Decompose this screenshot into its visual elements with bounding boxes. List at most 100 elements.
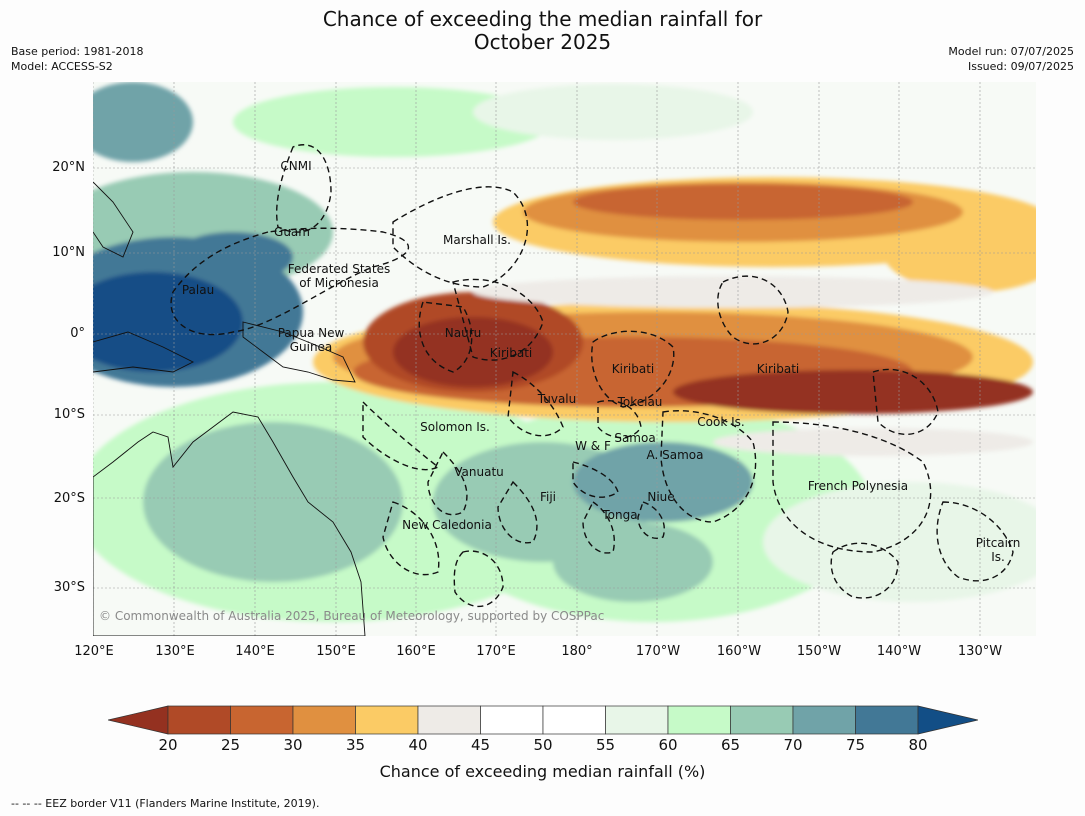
label-palau: Palau [181,283,215,297]
colorbar-tick-label: 40 [408,736,428,754]
label-fsm: Federated States of Micronesia [288,262,390,290]
lon-label-170e: 170°E [476,644,516,659]
colorbar-bin [605,705,669,735]
colorbar-tick-label: 65 [720,736,741,754]
lon-label-140e: 140°E [235,644,275,659]
eez-kiribati-east [717,275,789,345]
label-cnmi: CNMI [280,159,312,173]
meta-right: Model run: 07/07/2025 Issued: 09/07/2025 [948,44,1074,74]
field-patch [473,276,993,308]
colorbar-tick-label: 25 [220,736,241,754]
label-kiribati-central: Kiribati [611,362,655,376]
eez-pitcairn [936,501,1014,582]
copyright-notice: © Commonwealth of Australia 2025, Bureau… [99,609,605,623]
field-patch [393,317,553,387]
lat-label-20n: 20°N [52,160,85,175]
eez-marshall [392,186,529,288]
lon-label-140w: 140°W [876,644,922,659]
label-marshall: Marshall Is. [443,233,511,247]
label-french-polynesia: French Polynesia [807,479,909,493]
label-pitcairn-line1: Pitcairn [975,536,1021,550]
eez-french-polynesia [772,421,932,553]
label-nauru: Nauru [444,326,482,340]
colorbar-tick-label: 70 [783,736,803,754]
colorbar-bin [230,705,294,735]
lon-label-170w: 170°W [635,644,681,659]
field-patch [173,232,293,282]
eez-line-islands [872,368,939,436]
colorbar-bin [417,705,481,735]
colorbar-bin [542,705,606,735]
colorbar-extend-high [917,705,978,735]
colorbar-bin [792,705,856,735]
label-vanuatu: Vanuatu [454,465,504,479]
lon-label-130w: 130°W [957,644,1003,659]
new-guinea-coastline [242,321,356,383]
title-line-1: Chance of exceeding the median rainfall … [322,7,763,31]
eez-norfolk [453,550,504,608]
label-kiribati-west: Kiribati [489,346,533,360]
model-name: Model: ACCESS-S2 [11,60,113,73]
colorbar-bin [167,705,231,735]
label-pitcairn: Pitcairn Is. [976,536,1021,564]
field-patch [883,212,1036,292]
meta-left: Base period: 1981-2018 Model: ACCESS-S2 [11,44,143,74]
field-patch [713,428,1033,456]
label-png-line2: Guinea [289,340,333,354]
lon-label-160w: 160°W [716,644,762,659]
eez-cook [660,410,757,523]
eez-borders [170,144,1014,608]
field-patch [573,442,753,522]
colorbar-tick-label: 20 [158,736,178,754]
colorbar-tick-label: 75 [845,736,866,754]
lat-label-10n: 10°N [52,245,85,260]
label-fsm-line2: of Micronesia [299,276,379,290]
graticule [93,82,1036,636]
colorbar-tick-label: 60 [658,736,678,754]
label-fsm-line1: Federated States [287,262,391,276]
field-patch [93,272,243,372]
label-samoa: Samoa [614,431,656,445]
lon-label-180: 180° [561,644,593,659]
label-new-caledonia: New Caledonia [402,518,492,532]
eez-cnmi [275,144,332,233]
colorbar-tick-label: 45 [470,736,491,754]
lat-label-10s: 10°S [53,407,85,422]
philippines-coastline [93,181,134,258]
lon-label-160e: 160°E [396,644,436,659]
field-patch [573,184,913,220]
eez-kiribati-central [591,330,675,408]
eez-kiribati-west [452,278,544,361]
map-title: Chance of exceeding the median rainfall … [0,8,1085,54]
probability-field [93,82,1036,622]
field-patch [473,84,753,140]
colorbar-bin [730,705,794,735]
colorbar-bin [480,705,544,735]
eez-new-caledonia [382,501,440,576]
label-cook: Cook Is. [697,415,745,429]
eez-ducie [830,542,899,599]
label-tuvalu: Tuvalu [537,392,577,406]
indonesia-coastline [93,331,195,373]
label-png: Papua New Guinea [278,326,345,354]
lat-label-20s: 20°S [53,491,85,506]
label-png-line1: Papua New [277,326,345,340]
lat-label-30s: 30°S [53,580,85,595]
title-line-2: October 2025 [473,30,612,54]
colorbar-tick-label: 35 [345,736,366,754]
label-american-samoa: A. Samoa [646,448,704,462]
rainfall-map [93,82,1036,636]
label-kiribati-east: Kiribati [756,362,800,376]
colorbar-tick-label: 80 [908,736,928,754]
eez-nauru [418,301,473,373]
field-patch [233,87,553,157]
colorbar-tick-label: 30 [283,736,303,754]
map-panel [93,82,1036,636]
eez-solomon [362,400,440,471]
eez-tuvalu [507,370,564,437]
colorbar-bin [355,705,419,735]
label-niue: Niue [647,490,675,504]
field-patch [143,422,403,582]
base-period: Base period: 1981-2018 [11,45,144,58]
colorbar-bin [292,705,356,735]
